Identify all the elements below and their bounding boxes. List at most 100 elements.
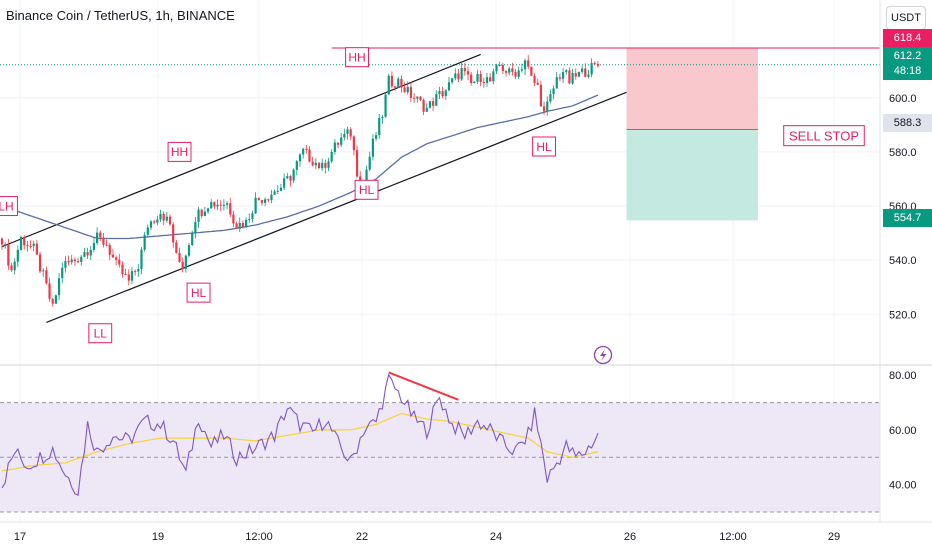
candle-body [105, 244, 108, 246]
time-tick-label: 19 [152, 531, 164, 543]
candle-body [444, 90, 447, 97]
price-tag-entry: 588.3 [883, 114, 932, 132]
time-tick-label: 22 [356, 531, 368, 543]
candle-body [447, 82, 451, 91]
candle-body [51, 298, 54, 304]
candle-body [371, 138, 374, 157]
take-profit-zone [626, 129, 758, 221]
candle-body [552, 88, 555, 95]
candle-body [45, 270, 48, 284]
candle-body [184, 255, 187, 269]
candle-body [523, 60, 527, 70]
candle-body [466, 71, 470, 75]
candle-body [80, 256, 83, 262]
lightning-icon[interactable] [593, 345, 613, 365]
candle-body [86, 252, 89, 256]
candle-body [409, 87, 413, 98]
candle-body [83, 252, 86, 257]
candle-body [13, 261, 16, 271]
candle-body [276, 190, 279, 192]
candle-body [165, 216, 168, 221]
candle-body [482, 82, 485, 84]
candle-body [568, 70, 571, 84]
time-tick-label: 24 [490, 531, 502, 543]
candle-body [413, 97, 416, 99]
candle-body [498, 65, 501, 67]
candle-body [225, 203, 229, 205]
price-tag-last-price: 612.2 [883, 47, 932, 65]
candle-body [403, 87, 406, 93]
label-box [88, 323, 113, 344]
candle-body [235, 223, 238, 229]
candle-body [267, 199, 270, 201]
candle-body [273, 191, 276, 195]
candle-body [244, 219, 248, 228]
candle-body [549, 94, 552, 102]
candles [0, 55, 600, 307]
candle-body [561, 72, 565, 79]
candle-body [118, 259, 121, 265]
label-box [0, 196, 18, 217]
candle-body [393, 86, 397, 88]
candle-body [197, 209, 200, 222]
candle-body [327, 161, 330, 168]
candle-body [70, 259, 73, 263]
candle-body [441, 91, 444, 97]
candle-body [210, 202, 213, 209]
candle-body [219, 204, 222, 206]
annotation-labels: HH HH HL HL HL LL LH SELL STOP [0, 47, 865, 344]
candle-body [229, 203, 232, 215]
candle-body [149, 221, 153, 228]
candle-body [29, 246, 32, 248]
candle-body [38, 254, 42, 272]
price-tick-label: 520.0 [889, 309, 917, 321]
label-box [186, 282, 211, 303]
candle-body [153, 221, 156, 223]
candle-body [206, 208, 210, 212]
rsi-band [0, 402, 880, 512]
candle-body [577, 71, 581, 77]
candle-body [533, 75, 536, 83]
currency-button[interactable]: USDT [886, 6, 926, 30]
candle-body [115, 257, 118, 260]
rsi-pane [0, 371, 880, 513]
candle-body [397, 78, 400, 88]
candle-body [187, 245, 191, 256]
candle-body [406, 87, 409, 93]
rsi-tick-label: 80.00 [889, 370, 917, 382]
candle-body [143, 234, 146, 250]
moving-average-line [1, 94, 599, 240]
candle-body [146, 227, 149, 235]
candle-body [248, 218, 251, 220]
label-text: HH [171, 145, 188, 159]
candle-body [593, 63, 596, 65]
label-text: LL [94, 327, 108, 341]
candle-body [251, 213, 254, 219]
candle-body [121, 264, 124, 275]
label-box [354, 179, 379, 200]
candle-body [463, 68, 466, 72]
candle-body [422, 99, 425, 112]
candle-body [32, 243, 35, 247]
candle-body [454, 73, 457, 79]
candle-body [451, 78, 454, 83]
candle-body [127, 274, 130, 281]
candle-body [492, 71, 495, 82]
candle-body [35, 243, 38, 255]
candle-body [324, 162, 327, 168]
candle-body [460, 68, 463, 80]
candle-body [359, 176, 362, 182]
label-box [345, 47, 369, 68]
candle-body [416, 96, 419, 99]
candle-body [381, 116, 384, 118]
channel-lower-line [46, 91, 627, 323]
label-text: HL [536, 140, 552, 154]
rsi-divergence-line [388, 371, 459, 401]
candle-body [23, 236, 26, 246]
candle-body [257, 197, 260, 201]
candle-body [191, 233, 194, 246]
candle-body [96, 232, 99, 244]
candle-body [355, 150, 359, 177]
